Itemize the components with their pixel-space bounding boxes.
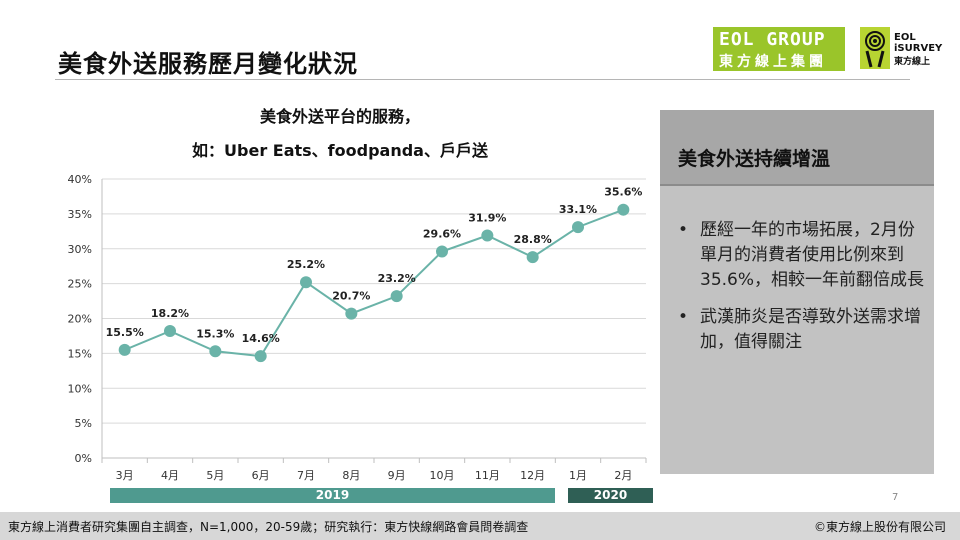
x-tick-label: 4月 [161,469,179,482]
footer-bar: 東方線上消費者研究集團自主調查，N=1,000，20-59歲；研究執行：東方快線… [0,512,960,540]
data-point [254,350,267,363]
insight-panel-header: 美食外送持續增溫 [660,110,934,184]
bullet-icon: • [678,307,689,327]
footer-source-text: 東方線上消費者研究集團自主調查，N=1,000，20-59歲；研究執行：東方快線… [8,520,529,534]
data-point [390,290,403,303]
data-label: 29.6% [423,228,461,241]
y-tick-label: 0% [75,452,92,465]
data-label: 14.6% [242,332,280,345]
x-tick-label: 2月 [614,469,632,482]
x-tick-label: 1月 [569,469,587,482]
x-tick-label: 8月 [342,469,360,482]
data-label: 23.2% [378,272,416,285]
isurvey-mark-icon [860,27,890,69]
insight-bullet-text: 武漢肺炎是否導致外送需求增加，值得關注 [700,307,921,352]
y-tick-label: 40% [68,173,92,186]
bullet-icon: • [678,220,689,240]
series-line [124,208,624,358]
x-tick-label: 5月 [206,469,224,482]
eol-isurvey-logo: EOL iSURVEY 東方線上 [860,27,952,71]
data-point [436,245,448,258]
data-label: 15.5% [106,326,144,339]
x-tick-label: 6月 [252,469,270,482]
y-tick-label: 5% [75,417,92,430]
isurvey-logo-text: EOL iSURVEY [894,32,942,54]
data-point [526,251,539,264]
data-point [481,229,494,242]
y-tick-label: 20% [68,313,92,326]
data-label: 15.3% [196,327,234,340]
data-point [345,307,358,320]
isurvey-logo-line1: EOL [894,32,916,43]
insight-bullet-text: 歷經一年的市場拓展，2月份單月的消費者使用比例來到35.6%，相較一年前翻倍成長 [700,220,925,290]
line-chart: 0% 5% 10% 15% 20% 25% 30% 35% 40% 3月 4月 5月 6月 7月 8月 9月 1… [68,173,647,482]
page-number: 7 [892,492,899,503]
data-label: 33.1% [559,203,597,216]
isurvey-logo-subtext: 東方線上 [894,57,931,67]
y-tick-label: 25% [68,278,92,291]
x-tick-label: 10月 [430,469,455,482]
data-point [300,276,312,289]
y-tick-label: 30% [68,243,92,256]
page-title: 美食外送服務歷月變化狀況 [58,50,358,78]
data-label: 18.2% [151,307,189,320]
insight-bullet-list: • 歷經一年的市場拓展，2月份單月的消費者使用比例來到35.6%，相較一年前翻倍… [676,218,928,367]
insight-panel-title: 美食外送持續增溫 [678,148,831,170]
year-bar-2020: 2020 [568,488,653,503]
y-tick-label: 35% [68,208,92,221]
eol-group-logo: EOL GROUP 東方線上集團 [713,27,845,71]
data-point [164,325,176,338]
x-tick-label: 12月 [520,469,545,482]
x-tick-label: 11月 [475,469,500,482]
insight-bullet: • 歷經一年的市場拓展，2月份單月的消費者使用比例來到35.6%，相較一年前翻倍… [676,218,928,293]
year-bar-2019: 2019 [110,488,555,503]
y-tick-label: 10% [68,382,92,395]
isurvey-logo-line2: iSURVEY [894,43,943,54]
x-tick-label: 3月 [116,469,134,482]
insight-panel-divider [660,184,934,186]
data-point [617,203,630,216]
x-tick-label: 7月 [297,469,315,482]
y-tick-label: 15% [68,347,92,360]
x-tick-label: 9月 [388,469,406,482]
eol-logo-subtext: 東方線上集團 [719,54,827,70]
title-divider [55,79,910,80]
data-label: 28.8% [514,233,552,246]
data-label: 31.9% [468,211,506,224]
insight-bullet: • 武漢肺炎是否導致外送需求增加，值得關注 [676,305,928,355]
data-point [209,345,222,358]
eol-logo-text: EOL GROUP [719,29,826,50]
insight-panel: 美食外送持續增溫 • 歷經一年的市場拓展，2月份單月的消費者使用比例來到35.6… [660,110,934,474]
footer-copyright: ©東方線上股份有限公司 [813,520,946,534]
chart-title: 美食外送平台的服務， [259,107,420,126]
data-point [572,221,584,234]
chart-subtitle: 如：Uber Eats、foodpanda、戶戶送 [192,141,488,160]
data-label: 35.6% [604,186,642,199]
data-label: 25.2% [287,258,325,271]
data-point [118,343,131,356]
data-label: 20.7% [332,290,370,303]
